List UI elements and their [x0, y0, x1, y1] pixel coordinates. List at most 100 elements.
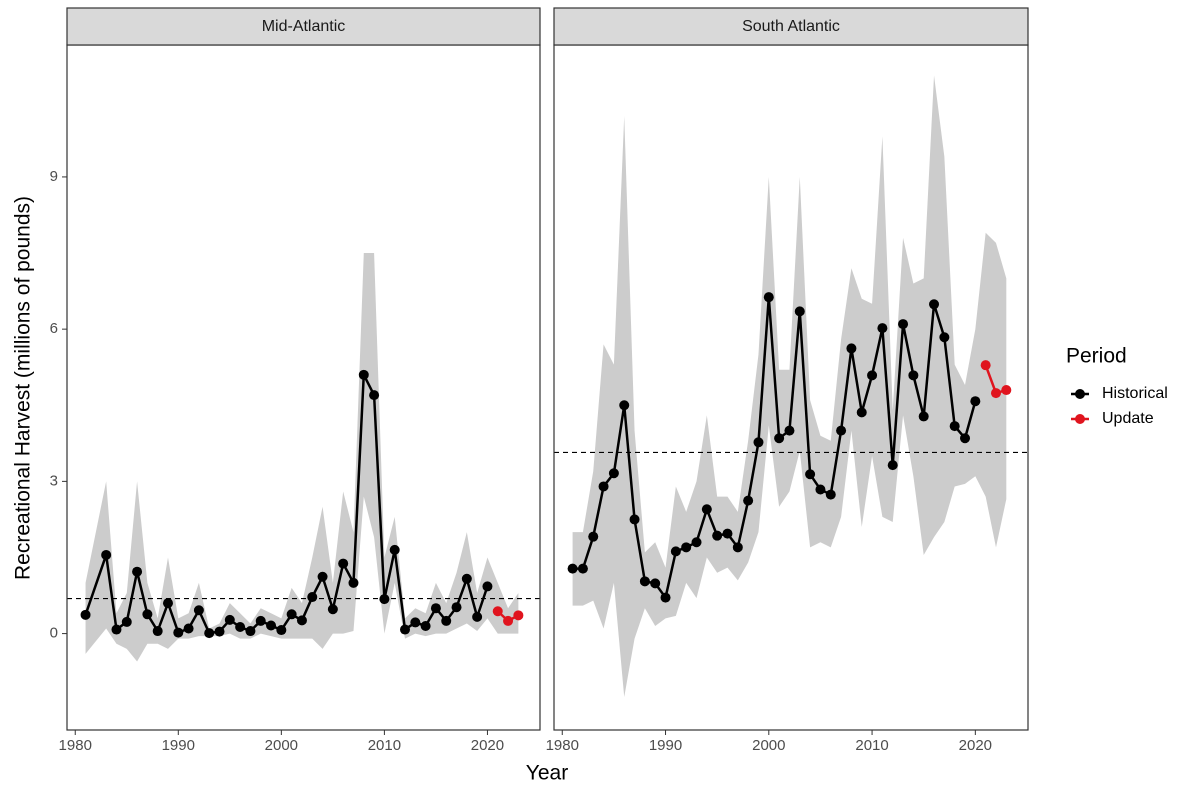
data-point — [567, 563, 578, 574]
data-point — [338, 558, 349, 569]
data-point — [588, 531, 599, 542]
data-point — [743, 495, 754, 506]
data-point — [763, 292, 774, 303]
data-point — [639, 576, 650, 587]
data-point — [327, 604, 338, 615]
data-point — [774, 433, 785, 444]
data-point — [183, 623, 194, 634]
data-point — [430, 603, 441, 614]
data-point — [111, 624, 122, 635]
data-point — [255, 615, 266, 626]
data-point — [650, 578, 661, 589]
data-point — [400, 624, 411, 635]
strip — [553, 7, 1029, 46]
data-point — [245, 626, 256, 637]
legend-marker — [1075, 414, 1085, 424]
legend-label: Historical — [1102, 385, 1168, 402]
strip-title: Mid-Atlantic — [262, 18, 346, 35]
data-point — [80, 609, 91, 620]
data-point — [753, 437, 764, 448]
data-point — [608, 468, 619, 479]
y-tick-label: 6 — [50, 320, 58, 337]
data-point — [815, 484, 826, 495]
data-point — [712, 530, 723, 541]
data-point — [492, 606, 503, 617]
data-point — [296, 615, 307, 626]
strip — [66, 7, 541, 46]
data-point — [825, 489, 836, 500]
data-point — [503, 615, 514, 626]
legend-marker — [1075, 389, 1085, 399]
data-point — [949, 421, 960, 432]
x-tick-label: 2010 — [855, 737, 888, 754]
data-point — [660, 592, 671, 603]
data-point — [358, 369, 369, 380]
data-point — [691, 537, 702, 548]
data-point — [980, 360, 991, 371]
data-point — [369, 390, 380, 401]
data-point — [908, 370, 919, 381]
data-point — [204, 628, 215, 639]
data-point — [379, 594, 390, 605]
data-point — [193, 605, 204, 616]
data-point — [224, 614, 235, 625]
data-point — [619, 400, 630, 411]
data-point — [152, 626, 163, 637]
x-tick-label: 1990 — [649, 737, 682, 754]
data-point — [939, 332, 950, 343]
data-point — [681, 542, 692, 553]
y-tick-label: 0 — [50, 625, 58, 642]
data-point — [598, 481, 609, 492]
data-point — [441, 615, 452, 626]
data-point — [846, 343, 857, 354]
data-point — [389, 544, 400, 555]
data-point — [451, 602, 462, 613]
y-tick-label: 9 — [50, 168, 58, 185]
legend-label: Update — [1102, 410, 1154, 427]
data-point — [286, 609, 297, 620]
data-point — [482, 581, 493, 592]
data-point — [805, 469, 816, 480]
y-tick-label: 3 — [50, 472, 58, 489]
data-point — [276, 625, 287, 636]
data-point — [307, 592, 318, 603]
data-point — [701, 504, 712, 515]
x-tick-label: 2020 — [471, 737, 504, 754]
data-point — [836, 425, 847, 436]
data-point — [722, 528, 733, 539]
data-point — [101, 549, 112, 560]
data-point — [784, 425, 795, 436]
x-tick-label: 1980 — [59, 737, 92, 754]
data-point — [960, 433, 971, 444]
legend-title: Period — [1066, 345, 1127, 368]
data-point — [856, 407, 867, 418]
x-tick-label: 2000 — [752, 737, 785, 754]
x-tick-label: 2010 — [368, 737, 401, 754]
data-point — [472, 611, 483, 622]
data-point — [214, 626, 225, 637]
data-point — [420, 620, 431, 631]
data-point — [887, 460, 898, 471]
data-point — [918, 411, 929, 422]
data-point — [142, 609, 153, 620]
data-point — [877, 323, 888, 334]
data-point — [461, 573, 472, 584]
data-point — [794, 306, 805, 317]
strip-title: South Atlantic — [742, 18, 840, 35]
data-point — [990, 388, 1001, 399]
data-point — [348, 577, 359, 588]
x-tick-label: 1980 — [546, 737, 579, 754]
data-point — [121, 616, 132, 627]
data-point — [670, 546, 681, 557]
data-point — [235, 621, 246, 632]
data-point — [1001, 385, 1012, 396]
x-tick-label: 1990 — [162, 737, 195, 754]
data-point — [173, 627, 184, 638]
data-point — [898, 319, 909, 330]
series-line — [572, 297, 977, 601]
data-point — [162, 598, 173, 609]
x-tick-label: 2020 — [959, 737, 992, 754]
data-point — [929, 299, 940, 310]
y-axis-title: Recreational Harvest (millions of pounds… — [12, 196, 35, 580]
